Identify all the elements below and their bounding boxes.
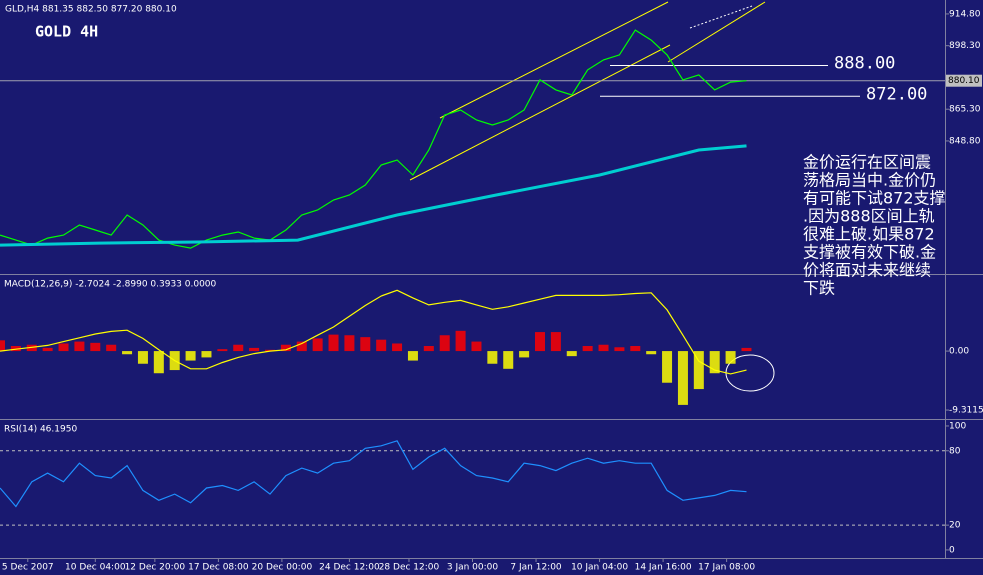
histogram-bar (185, 351, 196, 361)
histogram-bar (439, 335, 450, 352)
rsi-title: RSI(14) 46.1950 (4, 425, 77, 435)
histogram-bar (407, 351, 418, 361)
annotation: 价将面对未来继续 (803, 261, 931, 280)
histogram-bar (360, 337, 371, 352)
x-tick-label: 28 Dec 12:00 (379, 563, 440, 573)
histogram-bar (535, 332, 545, 352)
histogram-bar (741, 347, 752, 352)
histogram-bar (487, 351, 498, 364)
header: GLD,H4 881.35 882.50 877.20 880.10 (5, 5, 177, 15)
histogram-bar (471, 341, 482, 352)
histogram-bar (312, 338, 323, 352)
histogram-bar (423, 346, 434, 352)
annotation: 金价运行在区间震 (803, 153, 931, 172)
histogram-bar (328, 334, 339, 352)
y-tick-label: 0.00 (949, 347, 969, 357)
histogram-bar (233, 344, 244, 352)
y-tick-label: 0 (949, 545, 955, 555)
channel-lines (409, 1, 766, 181)
frame (0, 0, 983, 559)
x-tick-label: 24 Dec 12:00 (319, 563, 380, 573)
y-tick-label: 898.30 (949, 41, 981, 51)
histogram-bar (614, 347, 625, 352)
histogram-bar (10, 346, 21, 352)
histogram-bar (519, 351, 530, 358)
histogram-bar (106, 344, 117, 352)
histogram-bar (90, 342, 101, 352)
y-tick-label: -9.3115 (949, 406, 983, 416)
histogram-bar (725, 351, 736, 364)
y-tick-label: 100 (949, 421, 966, 431)
series-line (0, 29, 747, 249)
histogram-bar (74, 341, 85, 352)
x-tick-label: 12 Dec 20:00 (125, 563, 186, 573)
chart-title: GOLD 4H (35, 23, 98, 41)
histogram-bar (566, 351, 577, 357)
annotation: 有可能下试872支撑 (803, 189, 946, 208)
x-tick-label: 3 Jan 00:00 (447, 563, 499, 573)
histogram-bar (582, 346, 593, 352)
macd-title: MACD(12,26,9) -2.7024 -2.8990 0.3933 0.0… (4, 280, 217, 290)
histogram-bar (630, 346, 641, 352)
x-tick-label: 17 Jan 08:00 (698, 563, 755, 573)
histogram-bar (201, 351, 212, 358)
x-tick-label: 10 Jan 04:00 (571, 563, 628, 573)
annotation: 很难上破.如果872 (803, 225, 935, 244)
histogram-bar (677, 351, 688, 405)
histogram-bar (0, 340, 5, 352)
current-price-label: 880.10 (948, 76, 980, 86)
histogram-bar (455, 330, 466, 352)
histogram-bar (646, 351, 657, 355)
x-tick-label: 7 Jan 12:00 (510, 563, 562, 573)
x-tick-label: 5 Dec 2007 (2, 563, 54, 573)
x-tick-label: 10 Dec 04:00 (65, 563, 126, 573)
histogram-bar (662, 351, 673, 383)
histogram-bar (392, 343, 403, 352)
histogram-bar (137, 351, 148, 364)
histogram-bar (122, 351, 133, 355)
y-tick-label: 20 (949, 521, 961, 531)
level-label: 872.00 (866, 84, 927, 104)
annotation: 支撑被有效下破.金 (803, 243, 936, 262)
x-tick-label: 17 Dec 08:00 (188, 563, 249, 573)
histogram-bar (503, 351, 514, 369)
annotation: 荡格局当中.金价仍 (803, 171, 936, 190)
histogram-bar (265, 349, 275, 352)
y-tick-label: 848.80 (949, 136, 981, 146)
histogram-bar (693, 351, 704, 390)
histogram-bar (344, 335, 355, 352)
series-line (0, 289, 747, 375)
histogram-bar (42, 347, 53, 352)
y-tick-label: 865.30 (949, 105, 981, 115)
series-line (0, 144, 747, 247)
histogram-bar (153, 351, 164, 374)
annotation: 下跌 (803, 279, 835, 298)
level-label: 888.00 (834, 54, 895, 74)
x-tick-label: 14 Jan 16:00 (635, 563, 692, 573)
x-tick-label: 20 Dec 00:00 (252, 563, 313, 573)
y-tick-label: 914.80 (949, 9, 981, 19)
series-line (0, 440, 747, 508)
histogram-bar (217, 349, 228, 352)
y-tick-label: 80 (949, 446, 961, 456)
histogram-bar (296, 341, 307, 352)
histogram-bar (26, 344, 37, 352)
histogram-bar (58, 343, 69, 352)
current-price-box (946, 74, 982, 87)
histogram-bar (598, 344, 609, 352)
histogram-bar (249, 347, 260, 352)
histogram-bar (376, 339, 387, 352)
annotation: .因为888区间上轨 (803, 207, 935, 226)
trend-arrow (689, 5, 753, 29)
histogram-bar (709, 351, 720, 374)
histogram-bar (280, 344, 291, 352)
histogram-bar (550, 332, 561, 352)
